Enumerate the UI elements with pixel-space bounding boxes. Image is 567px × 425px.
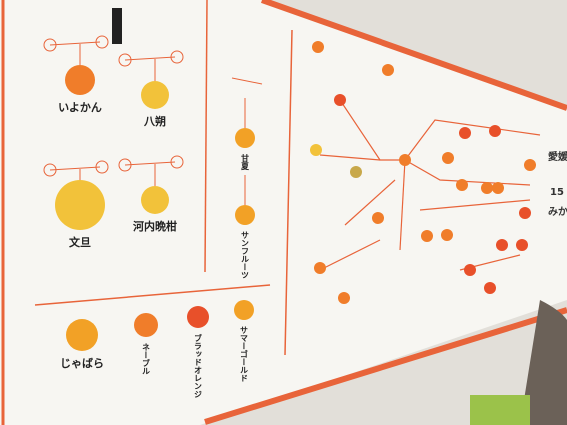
tree-fruit: [489, 125, 501, 137]
parent-marker: [43, 38, 57, 52]
fruit: [134, 313, 158, 337]
tree-fruit: [312, 41, 324, 53]
connector: [124, 161, 176, 166]
parent-marker: [170, 50, 184, 64]
panel-bottom-border: [204, 307, 567, 425]
tree-fruit: [524, 159, 536, 171]
tree-fruit: [481, 182, 493, 194]
fruit: [234, 300, 254, 320]
fruit-label: 河内晩柑: [133, 219, 177, 233]
tree-fruit: [496, 239, 508, 251]
tree-fruit: [314, 262, 326, 274]
side-heading: 愛媛: [548, 150, 567, 163]
fruit: [55, 180, 105, 230]
fruit-label: じゃばら: [60, 356, 104, 370]
tree-fruit: [338, 292, 350, 304]
tree-fruit: [492, 182, 504, 194]
divider: [204, 0, 208, 273]
connector: [231, 77, 263, 85]
tree-fruit: [516, 239, 528, 251]
fruit-label: ブラッドオレンジ: [194, 333, 203, 398]
parent-marker: [118, 158, 132, 172]
fruit: [235, 205, 255, 225]
side-heading: みかんの: [548, 206, 567, 218]
fruit: [66, 319, 98, 351]
divider: [284, 29, 293, 356]
person: [520, 300, 567, 425]
connector: [49, 166, 101, 171]
fruit-label: いよかん: [58, 101, 102, 114]
tree-dots: [310, 41, 536, 304]
tree-fruit: [399, 154, 411, 166]
fruit: [187, 306, 209, 328]
tree-fruit: [421, 230, 433, 242]
parent-marker: [43, 163, 57, 177]
fruit-label: 甘夏: [240, 153, 250, 171]
tree-fruit: [372, 212, 384, 224]
fruit-label: 文旦: [69, 235, 91, 249]
tree-fruit: [382, 64, 394, 76]
tree-fruit: [350, 166, 362, 178]
parent-marker: [170, 155, 184, 169]
parent-marker: [118, 53, 132, 67]
parent-marker: [95, 35, 109, 49]
parent-marker: [95, 160, 109, 174]
fruit: [141, 186, 169, 214]
connector: [124, 56, 176, 61]
tree-fruit: [310, 144, 322, 156]
fruit: [141, 81, 169, 109]
panel-top-border: [260, 0, 567, 111]
divider: [34, 284, 271, 306]
fruit: [235, 128, 255, 148]
connector: [49, 41, 101, 46]
fruit-label: 八朔: [143, 114, 166, 128]
tree-fruit: [441, 229, 453, 241]
tree-fruit: [442, 152, 454, 164]
fruit-label: サマーゴールド: [240, 326, 249, 382]
tag: [112, 8, 122, 44]
fruit-label: ネーブル: [142, 343, 151, 375]
tree-fruit: [459, 127, 471, 139]
tree-fruit: [456, 179, 468, 191]
chair: [470, 395, 530, 425]
tree-fruit: [519, 207, 531, 219]
tree-fruit: [464, 264, 476, 276]
tree-fruit: [334, 94, 346, 106]
side-heading: 15: [550, 187, 564, 198]
fruit: [65, 65, 95, 95]
fruit-label: サンフルーツ: [241, 231, 250, 279]
tree-fruit: [484, 282, 496, 294]
